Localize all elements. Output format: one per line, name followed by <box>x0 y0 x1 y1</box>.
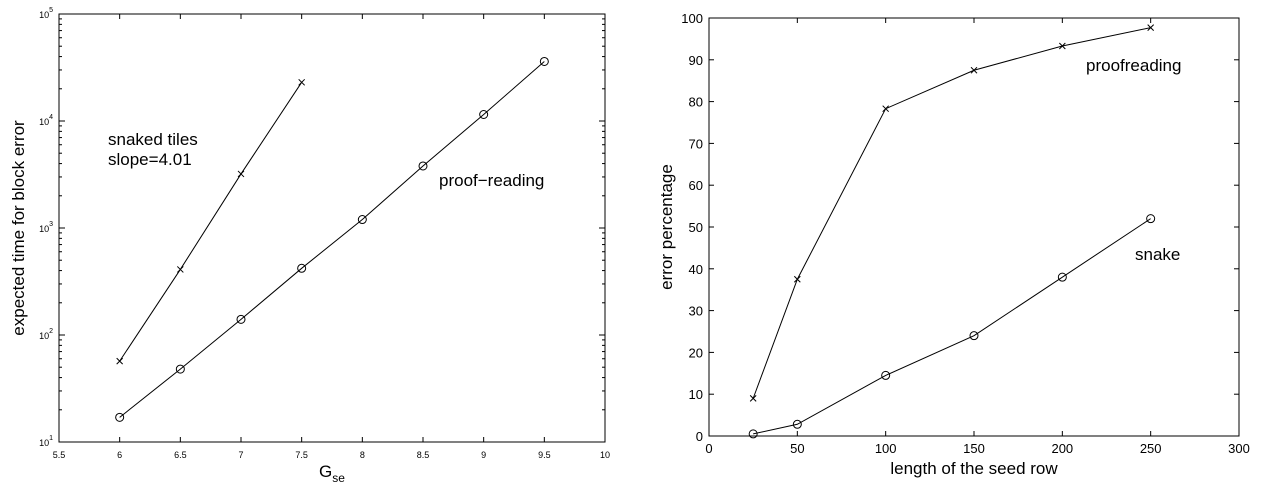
left-x-tick-label: 8 <box>360 450 365 460</box>
left-x-tick-label: 10 <box>600 450 610 460</box>
right-chart: 0 50 100 150 200 250 300 0 10 20 30 40 50 60 70 80 90 10… <box>657 11 1250 478</box>
left-series-line-2 <box>119 61 545 418</box>
proofreading-label: proofreading <box>1086 56 1181 75</box>
left-series-1-point <box>116 357 124 365</box>
left-x-tick-label: 8.5 <box>417 450 430 460</box>
right-series-1-point <box>749 395 757 402</box>
right-y-tick-label: 70 <box>689 136 703 151</box>
right-y-tick-label: 80 <box>689 95 703 110</box>
right-y-tick-label: 100 <box>681 11 703 26</box>
left-series-1-point <box>298 78 306 86</box>
right-series-2-point <box>969 331 979 341</box>
left-series-line-1 <box>119 82 303 362</box>
left-series-2-point <box>236 314 246 324</box>
left-x-tick-label: 9.5 <box>538 450 551 460</box>
right-y-ticks: 0 10 20 30 40 50 60 70 80 90 100 <box>681 11 1239 444</box>
right-x-axis-label: length of the seed row <box>890 459 1058 478</box>
left-y-tick-label: 101 <box>39 435 53 448</box>
left-x-tick-label: 5.5 <box>53 450 66 460</box>
right-x-tick-label: 250 <box>1140 441 1162 456</box>
left-series-2-point <box>297 263 307 273</box>
left-y-tick-label: 105 <box>39 7 53 20</box>
left-x-tick-label: 6 <box>117 450 122 460</box>
right-series-1-point <box>882 105 890 113</box>
left-y-tick-label: 104 <box>39 114 53 127</box>
left-y-tick-label: 103 <box>39 221 53 234</box>
left-x-tick-label: 7.5 <box>295 450 308 460</box>
left-series-1-point <box>176 266 184 273</box>
right-x-tick-label: 200 <box>1051 441 1073 456</box>
right-series-2-point <box>1057 272 1067 282</box>
left-series-2-point <box>539 56 549 66</box>
right-y-tick-label: 20 <box>689 345 703 360</box>
right-series-2-point <box>792 419 802 429</box>
right-x-ticks: 0 50 100 150 200 250 300 <box>705 18 1250 456</box>
left-y-tick-label: 102 <box>39 328 53 341</box>
slope-label: slope=4.01 <box>108 150 192 169</box>
right-x-tick-label: 50 <box>790 441 804 456</box>
left-x-ticks: 5.5 6 6.5 7 7.5 8 8.5 9 9.5 10 <box>53 14 610 460</box>
right-y-tick-label: 30 <box>689 304 703 319</box>
right-x-tick-label: 100 <box>875 441 897 456</box>
left-series-2-point <box>357 215 367 225</box>
left-chart: 5.5 6 6.5 7 7.5 8 8.5 9 9.5 10 101 102 103 104 105 Gs… <box>9 7 610 485</box>
proof-reading-label: proof−reading <box>439 171 544 190</box>
left-x-tick-label: 7 <box>238 450 243 460</box>
right-x-tick-label: 300 <box>1228 441 1250 456</box>
right-plot-frame <box>708 17 1240 437</box>
left-series-2-point <box>418 161 428 171</box>
left-series-group <box>115 56 549 422</box>
right-series-2-point <box>881 370 891 380</box>
right-series-group <box>748 24 1156 439</box>
right-y-axis-label: error percentage <box>657 164 676 290</box>
right-series-1-point <box>1058 42 1066 50</box>
left-x-tick-label: 9 <box>481 450 486 460</box>
left-y-axis-label: expected time for block error <box>9 120 28 336</box>
left-series-2-point <box>479 110 489 120</box>
snake-label: snake <box>1135 245 1180 264</box>
right-series-line-2 <box>753 218 1151 435</box>
left-x-tick-label: 6.5 <box>174 450 187 460</box>
left-y-ticks: 101 102 103 104 105 <box>39 7 605 448</box>
right-x-tick-label: 150 <box>963 441 985 456</box>
right-series-2-point <box>748 429 758 439</box>
right-series-1-point <box>970 66 978 74</box>
right-series-1-point <box>793 275 801 283</box>
left-plot-frame <box>58 13 606 443</box>
right-y-tick-label: 90 <box>689 53 703 68</box>
snaked-tiles-label: snaked tiles <box>108 130 198 149</box>
right-y-tick-label: 10 <box>689 387 703 402</box>
right-series-2-point <box>1146 214 1156 224</box>
left-series-2-point <box>115 412 125 422</box>
right-y-tick-label: 50 <box>689 220 703 235</box>
left-series-2-point <box>175 364 185 374</box>
right-x-tick-label: 0 <box>705 441 712 456</box>
right-y-tick-label: 60 <box>689 178 703 193</box>
right-y-tick-label: 0 <box>696 429 703 444</box>
right-series-line-1 <box>752 27 1151 399</box>
left-x-axis-label: Gse <box>319 462 345 485</box>
right-y-tick-label: 40 <box>689 262 703 277</box>
right-series-1-point <box>1147 24 1155 31</box>
left-series-1-point <box>237 170 245 178</box>
